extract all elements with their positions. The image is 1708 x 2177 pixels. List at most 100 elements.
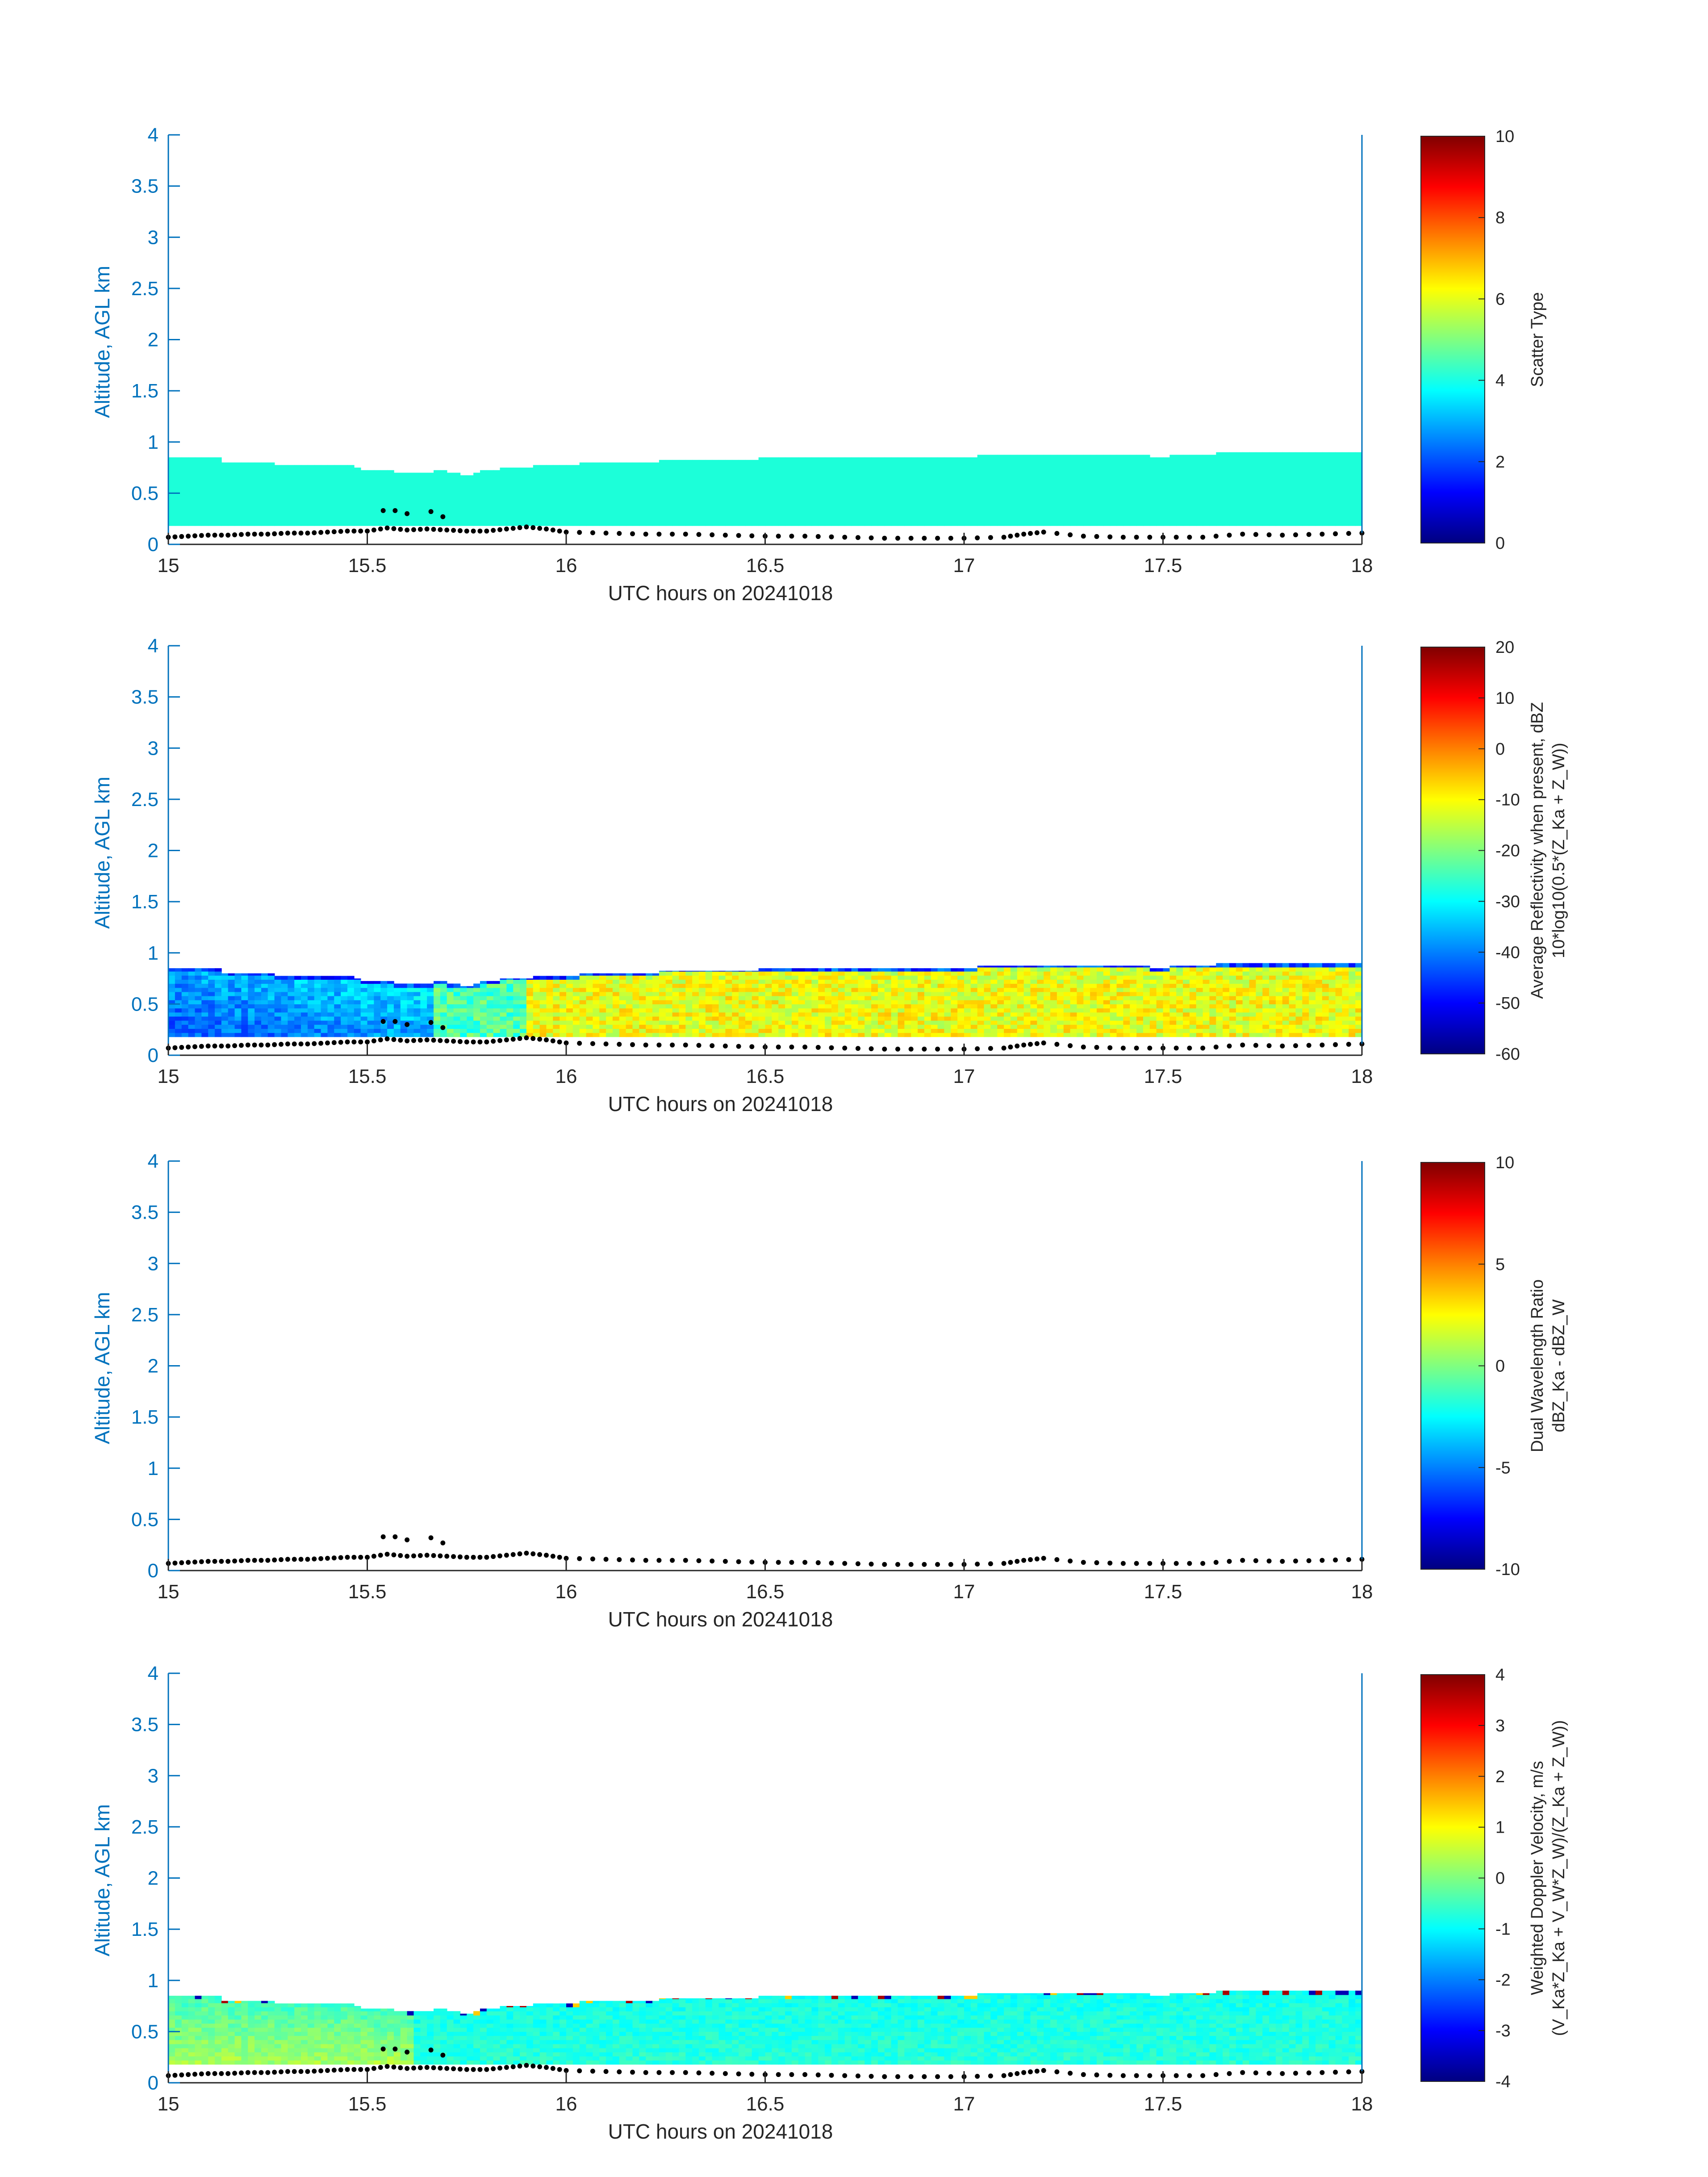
heatmap-cell bbox=[639, 2015, 646, 2020]
heatmap-cell bbox=[825, 968, 832, 972]
heatmap-cell bbox=[1183, 1016, 1190, 1021]
heatmap-cell bbox=[1216, 1000, 1223, 1004]
heatmap-cell bbox=[214, 2056, 222, 2061]
heatmap-cell bbox=[234, 983, 242, 988]
heatmap-cell bbox=[964, 1000, 971, 1004]
heatmap-cell bbox=[626, 1012, 633, 1017]
heatmap-cell bbox=[546, 2056, 554, 2061]
heatmap-cell bbox=[1143, 1032, 1150, 1037]
heatmap-cell bbox=[168, 983, 175, 988]
heatmap-cell bbox=[586, 2043, 593, 2048]
heatmap-cell bbox=[321, 1024, 328, 1029]
heatmap-cell bbox=[699, 2043, 706, 2048]
heatmap-cell bbox=[195, 2019, 202, 2024]
heatmap-cell bbox=[255, 1004, 262, 1009]
heatmap-cell bbox=[811, 971, 819, 976]
heatmap-cell bbox=[480, 1028, 487, 1033]
heatmap-cell bbox=[188, 2052, 196, 2056]
heatmap-cell bbox=[1223, 991, 1230, 996]
scatter-column bbox=[818, 457, 825, 526]
heatmap-cell bbox=[294, 1000, 301, 1004]
heatmap-cell bbox=[334, 987, 341, 992]
heatmap-cell bbox=[1322, 1004, 1329, 1009]
heatmap-cell bbox=[221, 2027, 229, 2032]
heatmap-cell bbox=[778, 1004, 785, 1009]
heatmap-cell bbox=[1262, 1012, 1270, 1017]
scatter-column bbox=[778, 457, 785, 526]
heatmap-cell bbox=[374, 2056, 381, 2061]
heatmap-cell bbox=[175, 2056, 182, 2061]
heatmap-cell bbox=[434, 2052, 441, 2056]
heatmap-cell bbox=[354, 2035, 361, 2040]
heatmap-cell bbox=[374, 2027, 381, 2032]
heatmap-cell bbox=[1149, 996, 1157, 1000]
heatmap-cell bbox=[626, 2039, 633, 2044]
heatmap-cell bbox=[818, 971, 825, 976]
data-point bbox=[550, 527, 555, 533]
heatmap-cell bbox=[1269, 1004, 1276, 1009]
data-point bbox=[1213, 1045, 1219, 1050]
heatmap-cell bbox=[301, 2031, 308, 2036]
heatmap-cell bbox=[560, 2035, 567, 2040]
heatmap-cell bbox=[1256, 996, 1263, 1000]
data-point bbox=[345, 1039, 350, 1045]
heatmap-cell bbox=[1289, 975, 1296, 980]
heatmap-cell bbox=[1057, 1016, 1064, 1021]
heatmap-cell bbox=[334, 2007, 341, 2012]
scatter-column bbox=[307, 465, 315, 526]
data-point bbox=[842, 1561, 848, 1566]
heatmap-cell bbox=[420, 2023, 427, 2028]
heatmap-cell bbox=[393, 1012, 401, 1017]
heatmap-cell bbox=[572, 976, 580, 980]
heatmap-cell bbox=[255, 1020, 262, 1025]
heatmap-cell bbox=[546, 983, 554, 988]
heatmap-cell bbox=[221, 1000, 229, 1004]
heatmap-cell bbox=[997, 967, 1004, 972]
heatmap-cell bbox=[1136, 1004, 1144, 1009]
heatmap-cell bbox=[234, 2043, 242, 2048]
heatmap-cell bbox=[486, 1032, 494, 1037]
heatmap-cell bbox=[951, 996, 958, 1000]
heatmap-cell bbox=[1090, 1020, 1097, 1025]
heatmap-cell bbox=[997, 1028, 1004, 1033]
heatmap-cell bbox=[407, 991, 414, 996]
heatmap-cell bbox=[506, 983, 514, 988]
heatmap-cell bbox=[1149, 971, 1157, 976]
heatmap-cell bbox=[838, 1024, 845, 1029]
data-point bbox=[1120, 1045, 1126, 1051]
heatmap-cell bbox=[314, 996, 322, 1000]
data-point bbox=[530, 525, 536, 531]
heatmap-cell bbox=[1289, 1028, 1296, 1033]
heatmap-cell bbox=[984, 1032, 991, 1037]
heatmap-cell bbox=[586, 1016, 593, 1021]
heatmap-cell bbox=[1249, 1000, 1257, 1004]
heatmap-cell bbox=[440, 1032, 447, 1037]
heatmap-cell bbox=[705, 1008, 713, 1013]
heatmap-cell bbox=[354, 2011, 361, 2016]
heatmap-cell bbox=[400, 2035, 408, 2040]
heatmap-cell bbox=[546, 1004, 554, 1009]
heatmap-cell bbox=[977, 1008, 985, 1013]
scatter-column bbox=[447, 472, 454, 526]
heatmap-cell bbox=[553, 1032, 560, 1037]
heatmap-cell bbox=[539, 987, 547, 992]
heatmap-cell bbox=[586, 973, 593, 976]
heatmap-cell bbox=[1328, 1024, 1336, 1029]
heatmap-cell bbox=[1123, 967, 1131, 972]
heatmap-cell bbox=[639, 991, 646, 996]
heatmap-cell bbox=[434, 2023, 441, 2028]
heatmap-cell bbox=[619, 2027, 626, 2032]
heatmap-cell bbox=[739, 1028, 746, 1033]
heatmap-cell bbox=[851, 1024, 859, 1029]
heatmap-cell bbox=[997, 1012, 1004, 1017]
heatmap-cell bbox=[891, 1024, 898, 1029]
heatmap-cell bbox=[1203, 1024, 1210, 1029]
heatmap-cell bbox=[288, 979, 295, 984]
heatmap-cell bbox=[380, 2056, 388, 2061]
data-point bbox=[186, 534, 191, 539]
heatmap-cell bbox=[851, 1028, 859, 1033]
heatmap-cell bbox=[685, 2003, 693, 2007]
heatmap-cell bbox=[851, 975, 859, 980]
heatmap-cell bbox=[354, 1012, 361, 1017]
data-point bbox=[172, 1560, 178, 1566]
